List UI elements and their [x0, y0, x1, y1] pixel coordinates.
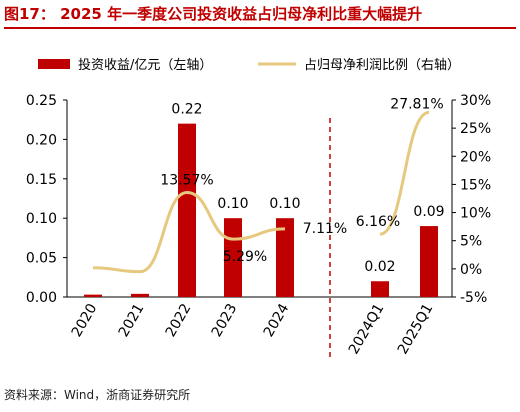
bar-value-label: 0.22: [171, 102, 202, 118]
right-tick-label: -5%: [460, 290, 487, 306]
right-tick-label: 15%: [460, 177, 491, 193]
x-tick-label: 2023: [209, 301, 241, 340]
chart-title: 图17： 2025 年一季度公司投资收益占归母净利比重大幅提升: [4, 5, 423, 23]
right-tick-label: 25%: [460, 121, 491, 137]
axes: 0.00 0.05 0.10 0.15 0.20 0.25 -5% 0% 5% 10% 15% 20%…: [26, 93, 491, 358]
line-value-label: 7.11%: [303, 221, 347, 237]
right-tick-label: 10%: [460, 206, 491, 222]
line-value-label: 6.16%: [356, 214, 400, 230]
x-tick-label: 2021: [116, 301, 148, 340]
legend-bar-label: 投资收益/亿元（左轴）: [78, 57, 212, 73]
bar: [420, 226, 438, 297]
line-segment-annual: [92, 190, 286, 274]
title-underline: [4, 27, 516, 29]
line-segment-quarterly: [379, 110, 430, 236]
left-tick-label: 0.10: [26, 211, 57, 227]
legend: 投资收益/亿元（左轴） 占归母净利润比例（右轴）: [38, 57, 460, 73]
left-tick-label: 0.25: [26, 93, 57, 109]
right-tick-label: 30%: [460, 93, 491, 109]
x-tick-label: 2022: [163, 301, 195, 340]
line-value-label: 5.29%: [223, 249, 267, 265]
bar-series: [84, 123, 438, 297]
x-tick-label: 2025Q1: [395, 301, 437, 357]
bar: [178, 123, 196, 297]
left-tick-label: 0.05: [26, 251, 57, 267]
left-tick-label: 0.20: [26, 132, 57, 148]
bar: [276, 218, 294, 297]
x-tick-label: 2020: [69, 301, 101, 340]
source-note: 资料来源：Wind，浙商证券研究所: [4, 388, 191, 402]
x-tick-label: 2024Q1: [346, 301, 388, 357]
bar: [131, 293, 149, 297]
line-value-label: 27.81%: [390, 96, 443, 112]
left-tick-label: 0.00: [26, 290, 57, 306]
legend-line-label: 占归母净利润比例（右轴）: [304, 58, 460, 73]
legend-bar-swatch: [38, 59, 70, 69]
bar-value-label: 0.09: [413, 204, 444, 220]
bar: [84, 294, 102, 297]
line-series: [92, 110, 430, 274]
bar-value-label: 0.10: [269, 196, 300, 212]
chart: 投资收益/亿元（左轴） 占归母净利润比例（右轴） 0.00 0.05 0.10 0.1…: [26, 57, 491, 358]
right-tick-label: 5%: [460, 234, 482, 250]
line-value-label: 13.57%: [160, 172, 213, 188]
right-tick-label: 0%: [460, 262, 482, 278]
left-tick-label: 0.15: [26, 172, 57, 188]
bar: [371, 281, 389, 297]
bar-value-label: 0.10: [217, 196, 248, 212]
x-tick-label: 2024: [261, 301, 293, 340]
data-labels: 0.22 0.10 0.10 0.02 0.09 13.57% 5.29% 7.11% 6.16…: [160, 96, 444, 275]
bar-value-label: 0.02: [364, 259, 395, 275]
right-tick-label: 20%: [460, 149, 491, 165]
